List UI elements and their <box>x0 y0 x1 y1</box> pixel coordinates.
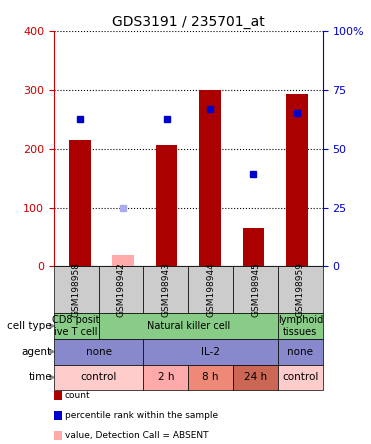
Text: 8 h: 8 h <box>203 373 219 382</box>
Text: time: time <box>28 373 52 382</box>
Text: cell type: cell type <box>7 321 52 331</box>
Title: GDS3191 / 235701_at: GDS3191 / 235701_at <box>112 15 265 29</box>
Text: lymphoid
tissues: lymphoid tissues <box>278 315 323 337</box>
Text: GSM198943: GSM198943 <box>161 262 170 317</box>
Text: Natural killer cell: Natural killer cell <box>147 321 230 331</box>
Bar <box>156 145 177 266</box>
Text: IL-2: IL-2 <box>201 347 220 357</box>
Bar <box>286 94 308 266</box>
Text: none: none <box>288 347 313 357</box>
Text: none: none <box>86 347 112 357</box>
Text: CD8 posit
ive T cell: CD8 posit ive T cell <box>52 315 100 337</box>
Text: GSM198945: GSM198945 <box>251 262 260 317</box>
Text: GSM198958: GSM198958 <box>72 262 81 317</box>
Bar <box>199 90 221 266</box>
Bar <box>69 140 91 266</box>
Text: control: control <box>282 373 319 382</box>
Text: count: count <box>65 391 91 400</box>
Text: GSM198944: GSM198944 <box>206 262 215 317</box>
Text: control: control <box>81 373 117 382</box>
Text: GSM198942: GSM198942 <box>116 262 125 317</box>
Text: value, Detection Call = ABSENT: value, Detection Call = ABSENT <box>65 431 209 440</box>
Text: 24 h: 24 h <box>244 373 267 382</box>
Text: agent: agent <box>22 347 52 357</box>
Text: 2 h: 2 h <box>158 373 174 382</box>
Text: percentile rank within the sample: percentile rank within the sample <box>65 411 218 420</box>
Bar <box>243 228 264 266</box>
Text: GSM198959: GSM198959 <box>296 262 305 317</box>
Bar <box>112 255 134 266</box>
